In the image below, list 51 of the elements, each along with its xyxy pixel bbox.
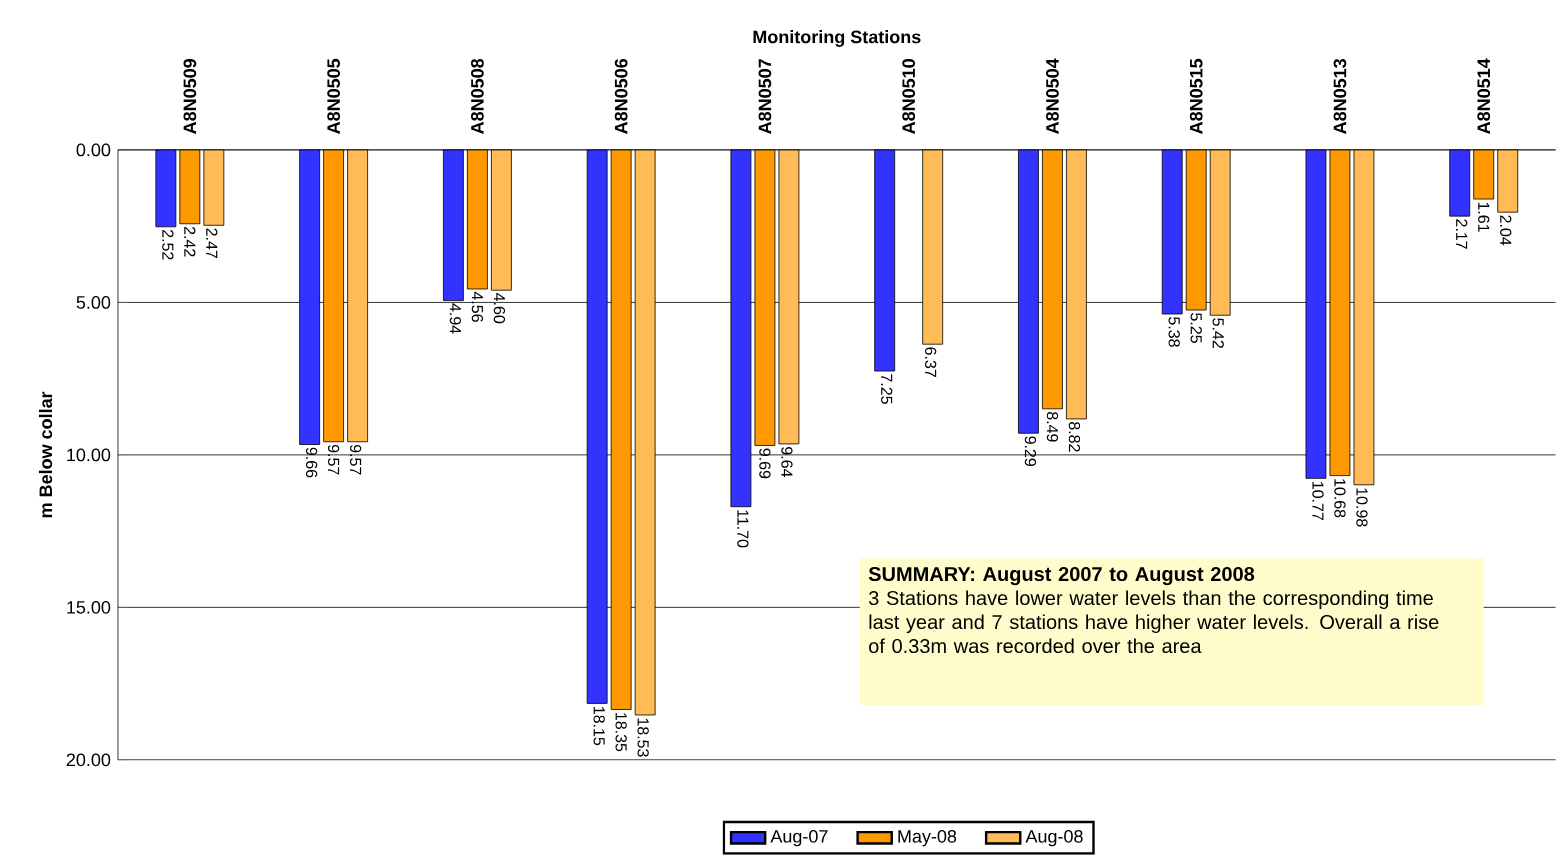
data-label: 9.64 (781, 447, 793, 478)
data-label: 6.37 (925, 347, 937, 378)
data-label: 4.56 (471, 291, 484, 322)
data-label: 7.25 (881, 374, 893, 405)
y-tick-label: 20.00 (66, 753, 111, 767)
y-axis-title: m Below collar (38, 391, 53, 518)
data-label: 2.52 (162, 230, 174, 260)
data-label: 4.94 (449, 303, 462, 334)
data-label: 1.61 (1478, 202, 1490, 232)
x-tick-label: A8N0509 (183, 59, 197, 135)
x-tick-label: A8N0510 (902, 59, 916, 135)
x-tick-label: A8N0514 (1477, 58, 1491, 135)
x-tick-label: A8N0515 (1189, 58, 1203, 135)
y-tick-label: 15.00 (67, 601, 111, 614)
data-label: 10.77 (1312, 482, 1324, 521)
x-tick-label: A8N0506 (614, 59, 628, 135)
legend-label: Aug-07 (770, 830, 828, 847)
data-label: 9.66 (305, 447, 318, 478)
x-tick-label: A8N0505 (327, 58, 340, 135)
data-label: 11.70 (737, 510, 749, 548)
data-label: 4.60 (493, 293, 506, 324)
data-label: 10.68 (1334, 479, 1346, 518)
data-label: 9.57 (349, 445, 362, 475)
y-tick-label: 5.00 (76, 296, 111, 309)
data-label: 8.49 (1046, 412, 1059, 442)
data-label: 9.69 (759, 448, 771, 479)
annotation: 3 Stations have lower water levels than the corresponding time last year and 7 stations have higher water levels. Overall a rise of 0.33m was recorded over the area (868, 590, 1439, 654)
data-label: 18.15 (593, 707, 605, 746)
y-tick-label: 0.00 (76, 143, 111, 157)
legend-label: Aug-08 (1025, 830, 1083, 847)
x-axis-title: Monitoring Stations (753, 30, 921, 48)
data-label: 9.57 (327, 445, 340, 475)
data-label: 8.82 (1068, 422, 1081, 452)
x-tick-label: A8N0504 (1046, 58, 1059, 135)
y-tick-label: 10.00 (67, 448, 111, 462)
data-label: 5.25 (1190, 313, 1202, 344)
data-label: 5.42 (1212, 318, 1224, 349)
data-label: 2.04 (1500, 215, 1512, 246)
data-label: 10.98 (1356, 488, 1368, 527)
data-label: 2.42 (184, 227, 196, 257)
annotation: SUMMARY: August 2007 to August 2008 (868, 567, 1255, 586)
data-label: 18.35 (615, 713, 627, 752)
x-tick-label: A8N0507 (758, 59, 772, 135)
data-label: 2.17 (1456, 219, 1468, 249)
data-label: 18.53 (637, 718, 649, 757)
data-label: 9.29 (1024, 436, 1037, 467)
data-label: 5.38 (1168, 317, 1180, 347)
data-label: 2.47 (206, 228, 218, 259)
x-tick-label: A8N0508 (471, 59, 484, 135)
x-tick-label: A8N0513 (1333, 59, 1347, 135)
legend-label: May-08 (898, 830, 957, 847)
